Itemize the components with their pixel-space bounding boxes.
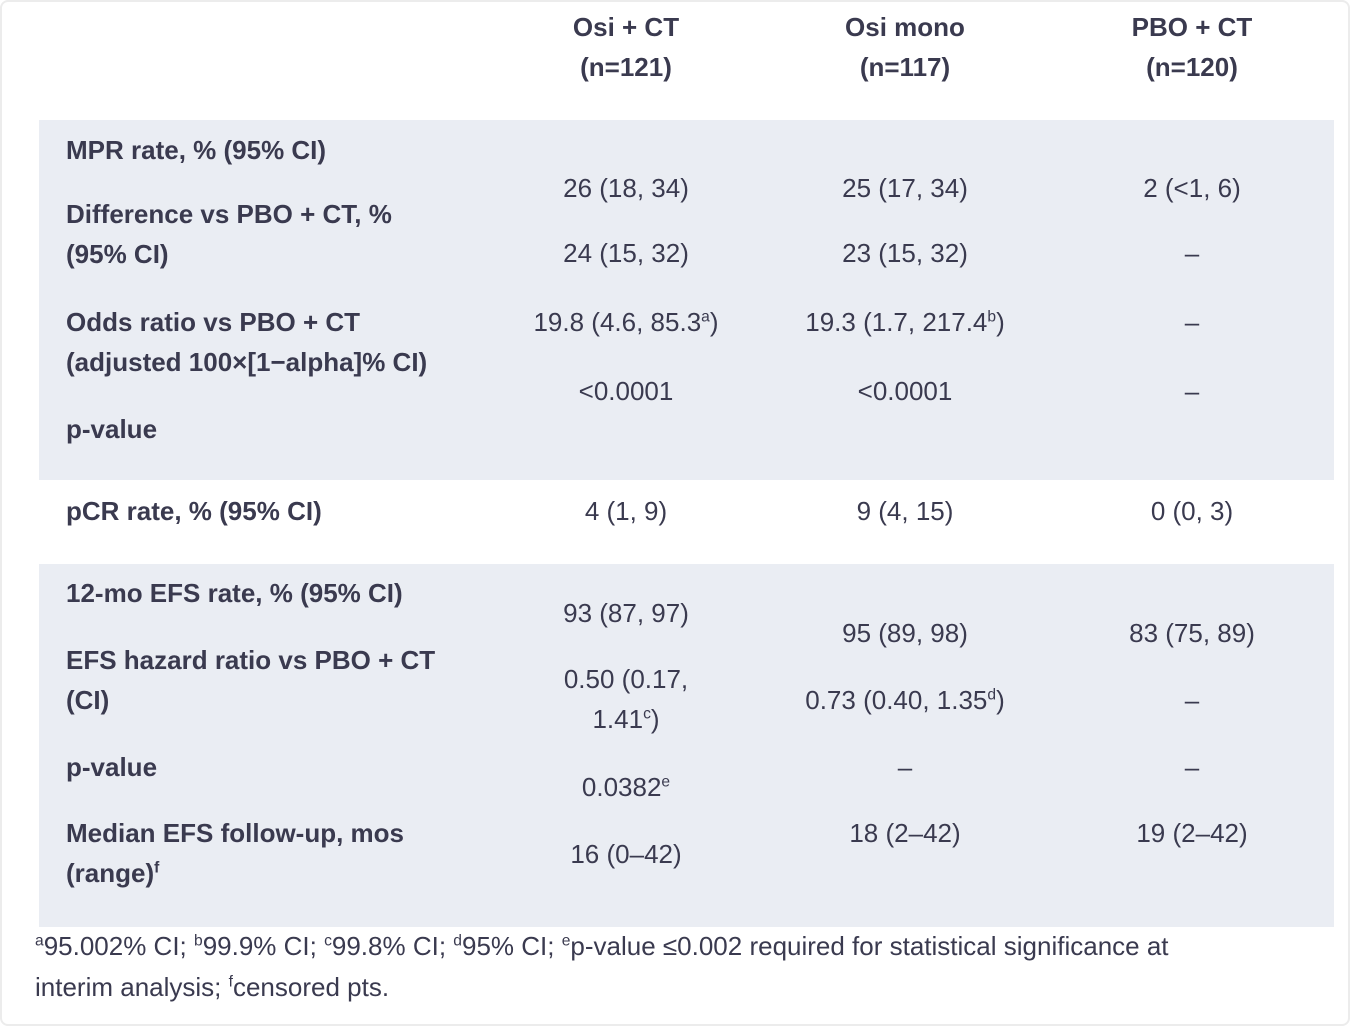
column-header-n: (n=120) bbox=[1146, 52, 1238, 82]
cell-hazard-pbo-ct: – bbox=[1184, 685, 1200, 715]
cell-odds-pbo-ct: – bbox=[1184, 307, 1200, 337]
cell-mpr-osi-ct: 26 (18, 34) bbox=[563, 173, 689, 203]
footnote: a95.002% CI; b99.9% CI; c99.8% CI; d95% … bbox=[35, 926, 1295, 1008]
column-header-title: PBO + CT bbox=[1131, 12, 1253, 42]
cell-diff-osi-ct: 24 (15, 32) bbox=[563, 238, 689, 268]
row-label-followup: Median EFS follow-up, mos (range)f bbox=[66, 813, 404, 893]
cell-odds-osi-ct: 19.8 (4.6, 85.3a) bbox=[533, 307, 719, 337]
row-label-line: (95% CI) bbox=[66, 239, 169, 269]
column-header-osi-ct: Osi + CT (n=121) bbox=[476, 7, 776, 87]
cell-mpr-osi-mono: 25 (17, 34) bbox=[842, 173, 968, 203]
column-header-n: (n=121) bbox=[580, 52, 672, 82]
cell-diff-pbo-ct: – bbox=[1184, 238, 1200, 268]
column-header-pbo-ct: PBO + CT (n=120) bbox=[1042, 7, 1342, 87]
cell-pvalue1-osi-ct: <0.0001 bbox=[578, 376, 674, 406]
row-label-line: Median EFS follow-up, mos bbox=[66, 818, 404, 848]
row-label-line: Difference vs PBO + CT, % bbox=[66, 199, 392, 229]
cell-efs-osi-ct: 93 (87, 97) bbox=[563, 598, 689, 628]
mpr-section-band bbox=[39, 120, 1334, 480]
cell-followup-pbo-ct: 19 (2–42) bbox=[1136, 818, 1248, 848]
row-label-line: EFS hazard ratio vs PBO + CT bbox=[66, 645, 436, 675]
row-label-pvalue2: p-value bbox=[66, 752, 158, 782]
column-header-n: (n=117) bbox=[859, 52, 951, 82]
cell-diff-osi-mono: 23 (15, 32) bbox=[842, 238, 968, 268]
row-label-efs-rate: 12-mo EFS rate, % (95% CI) bbox=[66, 578, 403, 608]
cell-pcr-pbo-ct: 0 (0, 3) bbox=[1150, 496, 1234, 526]
footnote-line: interim analysis; fcensored pts. bbox=[35, 972, 390, 1002]
cell-pvalue2-pbo-ct: – bbox=[1184, 752, 1200, 782]
row-label-odds-ratio: Odds ratio vs PBO + CT (adjusted 100×[1−… bbox=[66, 302, 427, 382]
row-label-difference: Difference vs PBO + CT, % (95% CI) bbox=[66, 194, 392, 274]
cell-followup-osi-ct: 16 (0–42) bbox=[570, 839, 682, 869]
row-label-line: (CI) bbox=[66, 685, 110, 715]
cell-pvalue2-osi-ct: 0.0382e bbox=[581, 772, 671, 802]
cell-pvalue1-osi-mono: <0.0001 bbox=[857, 376, 953, 406]
cell-pcr-osi-mono: 9 (4, 15) bbox=[856, 496, 954, 526]
row-label-pcr-rate: pCR rate, % (95% CI) bbox=[66, 496, 322, 526]
cell-pcr-osi-ct: 4 (1, 9) bbox=[584, 496, 668, 526]
footnote-line: a95.002% CI; b99.9% CI; c99.8% CI; d95% … bbox=[35, 931, 1169, 961]
cell-pvalue2-osi-mono: – bbox=[897, 752, 913, 782]
efs-section-band bbox=[39, 564, 1334, 927]
column-header-osi-mono: Osi mono (n=117) bbox=[755, 7, 1055, 87]
cell-mpr-pbo-ct: 2 (<1, 6) bbox=[1143, 173, 1241, 203]
row-label-pvalue1: p-value bbox=[66, 414, 158, 444]
cell-pvalue1-pbo-ct: – bbox=[1184, 376, 1200, 406]
row-label-mpr-rate: MPR rate, % (95% CI) bbox=[66, 135, 327, 165]
cell-followup-osi-mono: 18 (2–42) bbox=[849, 818, 961, 848]
cell-efs-pbo-ct: 83 (75, 89) bbox=[1129, 618, 1255, 648]
row-label-hazard-ratio: EFS hazard ratio vs PBO + CT (CI) bbox=[66, 640, 435, 720]
cell-hazard-osi-ct: 0.50 (0.17, 1.41c) bbox=[563, 664, 689, 734]
cell-hazard-osi-mono: 0.73 (0.40, 1.35d) bbox=[805, 685, 1005, 715]
row-label-line: (range)f bbox=[66, 858, 160, 888]
column-header-title: Osi mono bbox=[845, 12, 965, 42]
row-label-line: (adjusted 100×[1−alpha]% CI) bbox=[66, 347, 428, 377]
row-label-line: Odds ratio vs PBO + CT bbox=[66, 307, 361, 337]
cell-odds-osi-mono: 19.3 (1.7, 217.4b) bbox=[805, 307, 1005, 337]
column-header-title: Osi + CT bbox=[572, 12, 680, 42]
cell-efs-osi-mono: 95 (89, 98) bbox=[842, 618, 968, 648]
